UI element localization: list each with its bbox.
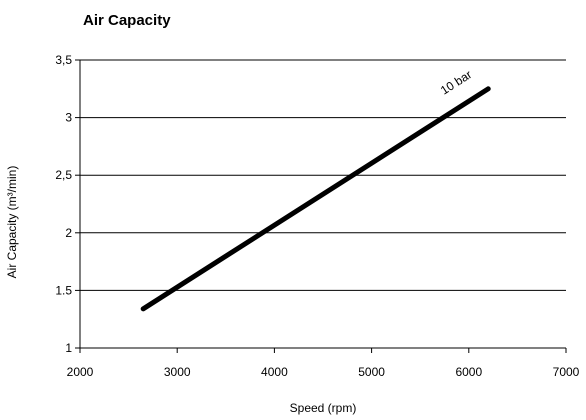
x-axis-title: Speed (rpm) [290,401,357,415]
x-tick-label: 4000 [261,365,288,379]
y-tick-label: 2,5 [55,168,72,182]
y-tick-label: 3,5 [55,53,72,67]
x-tick-label: 7000 [553,365,580,379]
x-axis-ticks: 2000 3000 4000 5000 6000 7000 [67,348,580,379]
series-line [140,86,491,312]
x-tick-label: 3000 [164,365,191,379]
chart-title: Air Capacity [83,12,171,29]
y-tick-label: 1.5 [55,283,72,297]
y-tick-label: 2 [65,226,72,240]
y-axis-ticks: 1 1.5 2 2,5 3 3,5 [55,53,80,355]
y-tick-label: 1 [65,341,72,355]
y-axis-title: Air Capacity (m³/min) [5,166,19,279]
x-tick-label: 5000 [358,365,385,379]
gridlines [80,59,566,291]
y-tick-label: 3 [65,111,72,125]
x-tick-label: 2000 [67,365,94,379]
series-label: 10 bar [438,67,474,97]
x-tick-label: 6000 [455,365,482,379]
series-lines: 10 bar [140,67,491,312]
